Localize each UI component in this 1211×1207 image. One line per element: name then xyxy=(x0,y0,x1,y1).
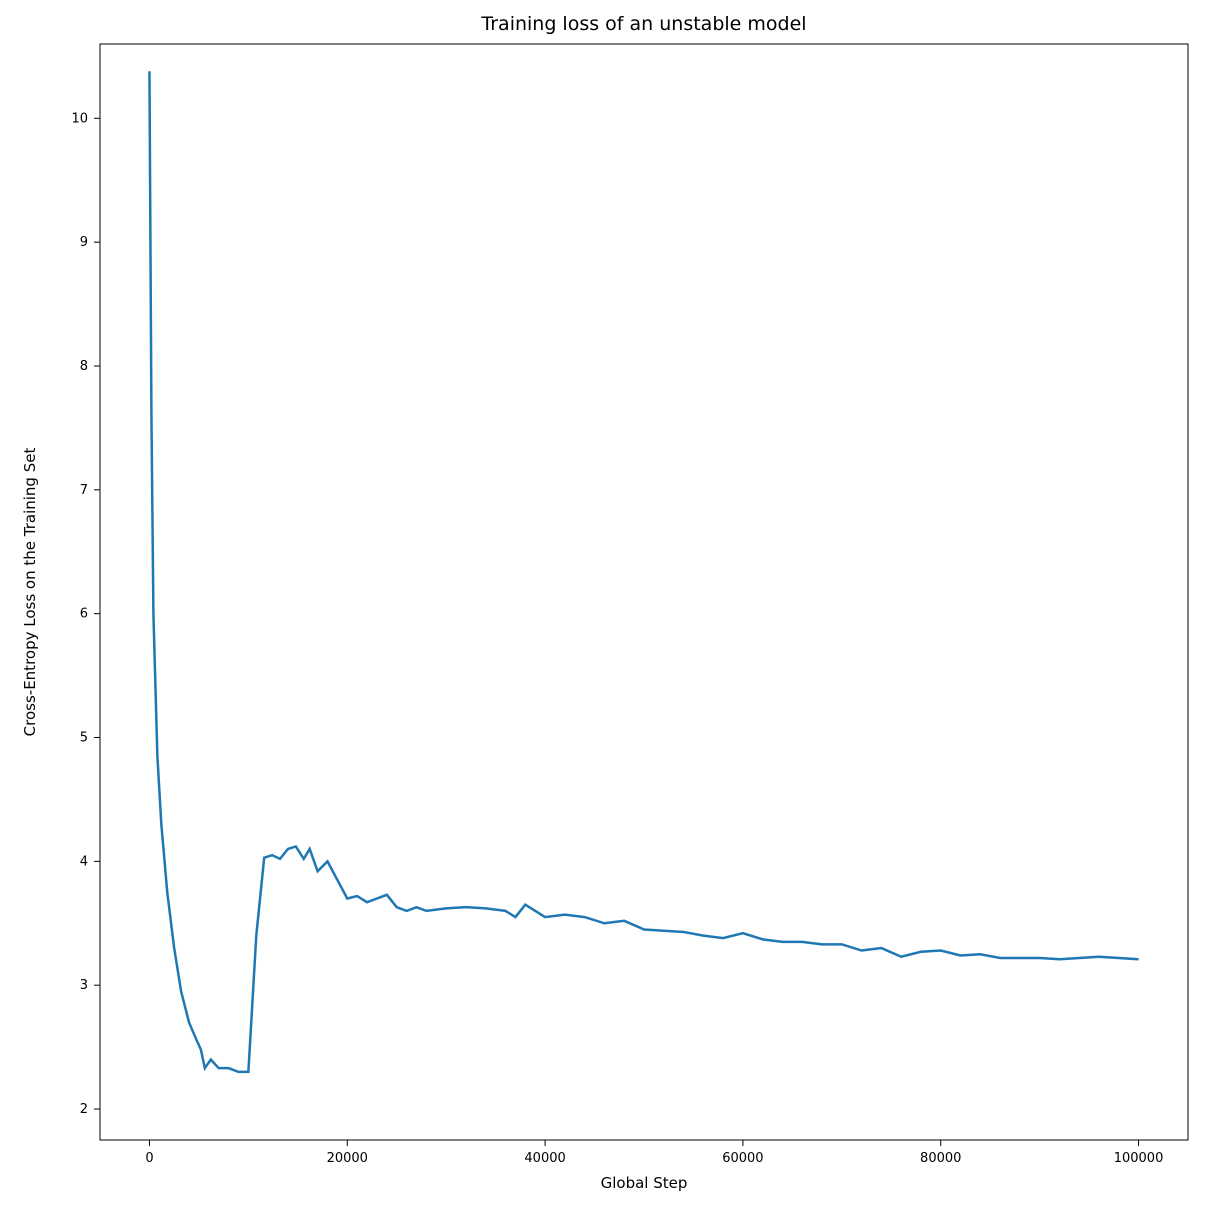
x-tick-label: 20000 xyxy=(327,1151,368,1166)
y-tick-label: 5 xyxy=(80,731,88,746)
chart-container: 0 20000 40000 60000 80000 100000 2 3 4 5 6 7 8 9 10 Glo… xyxy=(0,0,1211,1207)
x-tick-label: 100000 xyxy=(1114,1151,1164,1166)
chart-title: Training loss of an unstable model xyxy=(480,13,806,35)
y-tick-label: 8 xyxy=(80,359,88,374)
x-tick-label: 60000 xyxy=(722,1151,763,1166)
y-tick-label: 3 xyxy=(80,978,88,993)
plot-area xyxy=(100,44,1188,1140)
loss-chart: 0 20000 40000 60000 80000 100000 2 3 4 5 6 7 8 9 10 Glo… xyxy=(0,0,1211,1207)
y-tick-label: 4 xyxy=(80,854,88,869)
x-axis-label: Global Step xyxy=(601,1174,688,1192)
y-tick-label: 6 xyxy=(80,607,88,622)
x-tick-label: 40000 xyxy=(524,1151,565,1166)
y-tick-label: 9 xyxy=(80,235,88,250)
y-tick-label: 2 xyxy=(80,1102,88,1117)
y-tick-label: 7 xyxy=(80,483,88,498)
x-tick-label: 80000 xyxy=(920,1151,961,1166)
y-axis-label: Cross-Entropy Loss on the Training Set xyxy=(21,448,39,737)
y-tick-label: 10 xyxy=(71,111,88,126)
x-tick-label: 0 xyxy=(145,1151,153,1166)
